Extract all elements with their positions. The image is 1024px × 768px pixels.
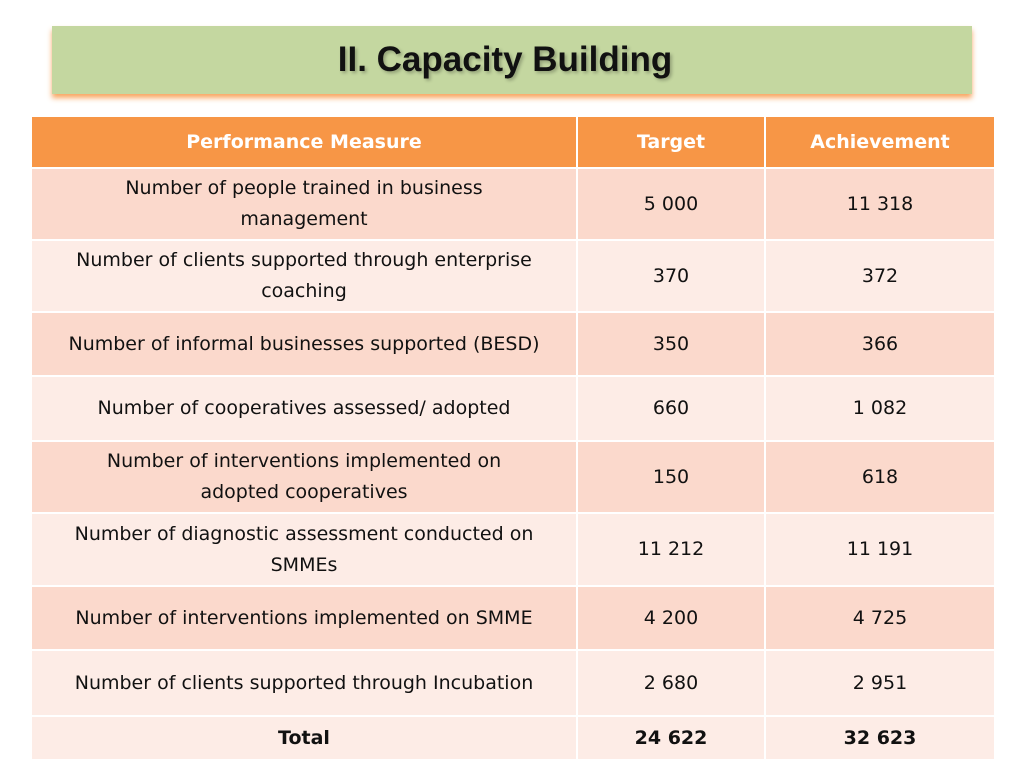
target-cell: 4 200 — [576, 585, 766, 651]
total-row: Total 24 622 32 623 — [30, 715, 996, 761]
table-row: Number of people trained in business man… — [30, 167, 996, 241]
header-performance-measure: Performance Measure — [30, 115, 578, 169]
measure-text: Number of people trained in business man… — [125, 177, 483, 230]
achievement-cell: 1 082 — [764, 375, 996, 442]
measure-cell: Number of interventions implemented on S… — [30, 585, 578, 651]
title-banner: II. Capacity Building — [52, 26, 972, 94]
measure-cell: Number of cooperatives assessed/ adopted — [30, 375, 578, 442]
target-cell: 150 — [576, 440, 766, 514]
performance-table: Performance Measure Target Achievement N… — [30, 115, 996, 761]
table-row: Number of interventions implemented on a… — [30, 440, 996, 514]
measure-text: Number of interventions implemented on a… — [106, 450, 502, 503]
measure-cell: Number of clients supported through ente… — [30, 239, 578, 313]
table-header-row: Performance Measure Target Achievement — [30, 115, 996, 169]
measure-cell: Number of interventions implemented on a… — [30, 440, 578, 514]
target-cell: 11 212 — [576, 512, 766, 587]
target-cell: 660 — [576, 375, 766, 442]
total-label: Total — [30, 715, 578, 761]
table-row: Number of diagnostic assessment conducte… — [30, 512, 996, 587]
target-cell: 370 — [576, 239, 766, 313]
table-row: Number of clients supported through ente… — [30, 239, 996, 313]
total-target: 24 622 — [576, 715, 766, 761]
achievement-cell: 366 — [764, 311, 996, 377]
achievement-cell: 4 725 — [764, 585, 996, 651]
target-cell: 2 680 — [576, 649, 766, 717]
target-cell: 5 000 — [576, 167, 766, 241]
measure-cell: Number of people trained in business man… — [30, 167, 578, 241]
table-row: Number of cooperatives assessed/ adopted… — [30, 375, 996, 442]
achievement-cell: 11 318 — [764, 167, 996, 241]
header-target: Target — [576, 115, 766, 169]
achievement-cell: 618 — [764, 440, 996, 514]
measure-cell: Number of diagnostic assessment conducte… — [30, 512, 578, 587]
achievement-cell: 11 191 — [764, 512, 996, 587]
target-cell: 350 — [576, 311, 766, 377]
table-row: Number of clients supported through Incu… — [30, 649, 996, 717]
slide-title: II. Capacity Building — [337, 40, 673, 79]
table-row: Number of informal businesses supported … — [30, 311, 996, 377]
total-achievement: 32 623 — [764, 715, 996, 761]
achievement-cell: 2 951 — [764, 649, 996, 717]
measure-cell: Number of informal businesses supported … — [30, 311, 578, 377]
measure-cell: Number of clients supported through Incu… — [30, 649, 578, 717]
table-row: Number of interventions implemented on S… — [30, 585, 996, 651]
achievement-cell: 372 — [764, 239, 996, 313]
header-achievement: Achievement — [764, 115, 996, 169]
